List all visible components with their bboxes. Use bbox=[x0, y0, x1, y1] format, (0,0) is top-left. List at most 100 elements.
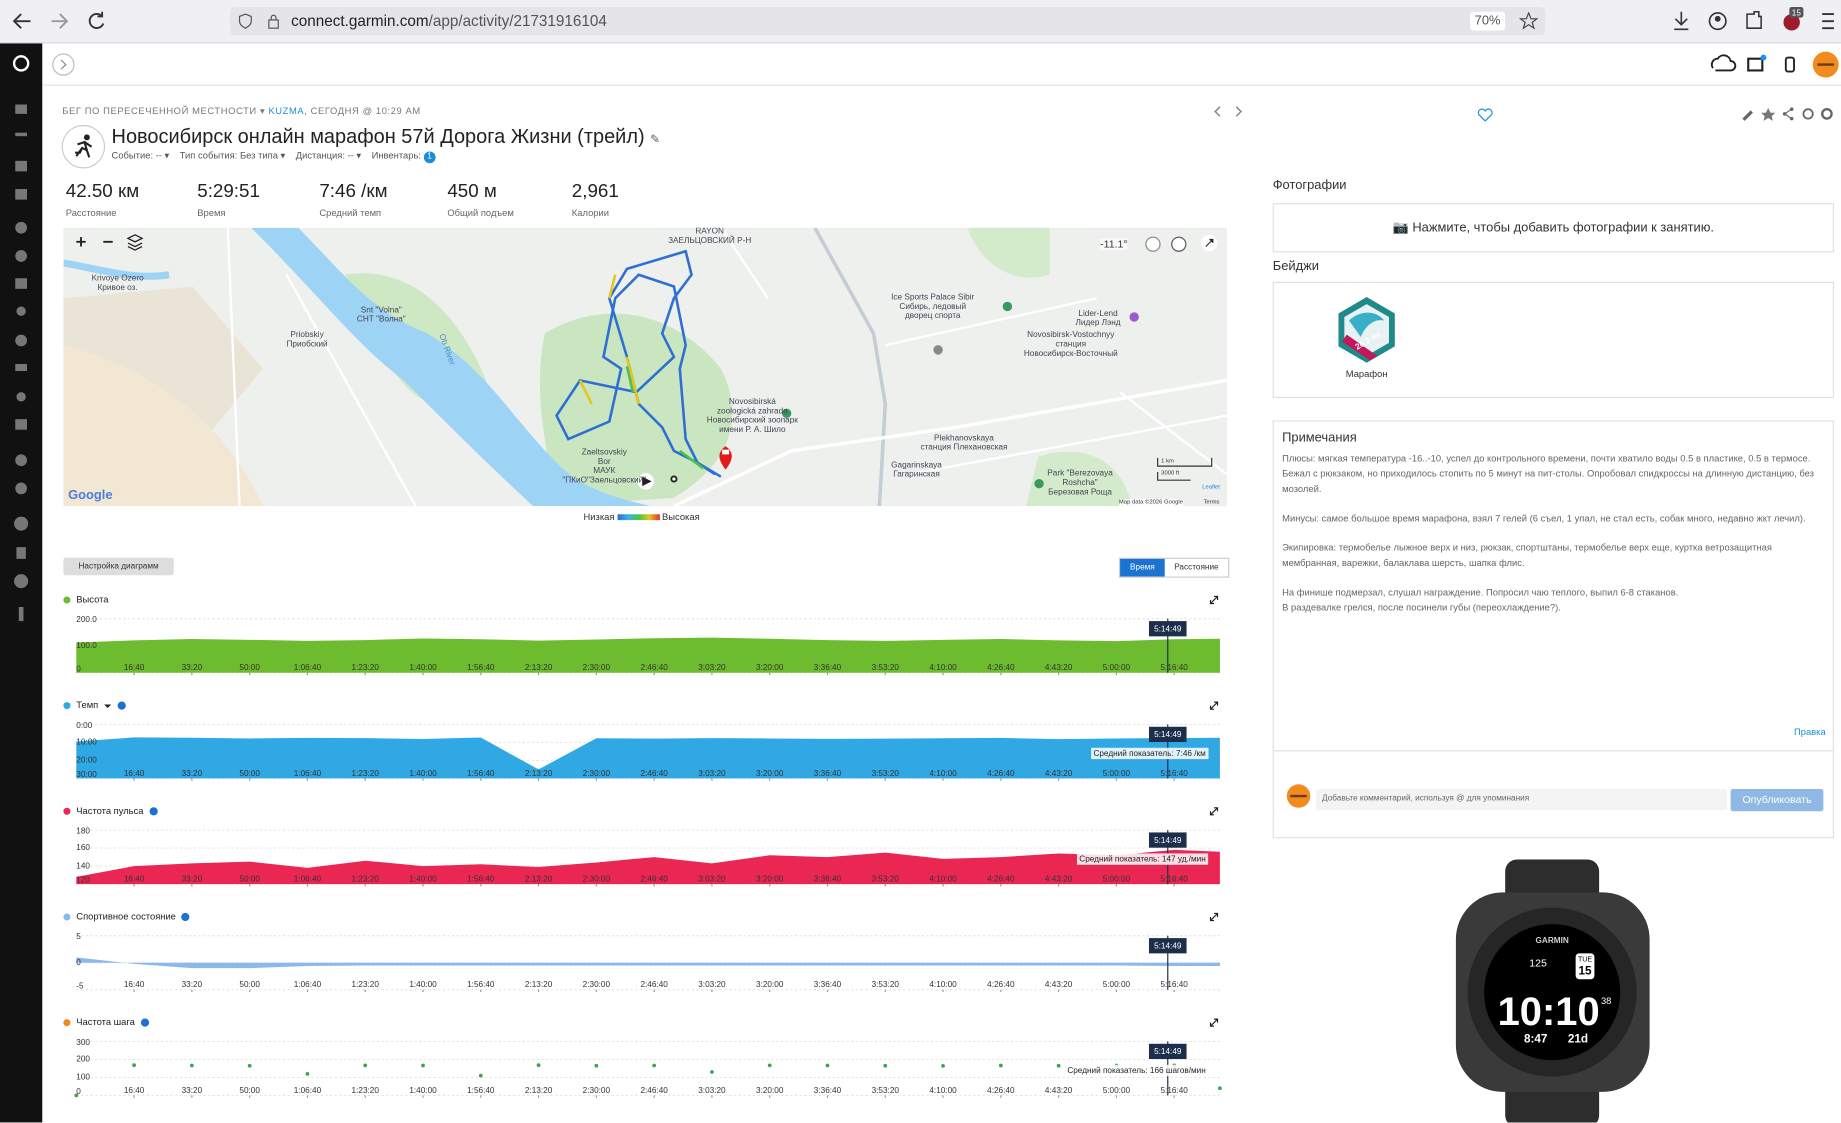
x-tick-label: 50:00 bbox=[239, 663, 260, 672]
dropdown-arrow[interactable] bbox=[104, 704, 112, 708]
map-temperature: -11.1° bbox=[1100, 238, 1128, 251]
stat-label: Время bbox=[197, 207, 226, 219]
note-paragraph: На финише подмерзал, слушал награждение.… bbox=[1282, 587, 1679, 613]
data-point bbox=[1056, 1063, 1061, 1068]
cursor-box bbox=[1148, 621, 1187, 637]
x-tick-label: 1:06:40 bbox=[294, 875, 322, 884]
sidebar-icons[interactable] bbox=[0, 43, 42, 1122]
stat: 5:29:51 Время bbox=[197, 182, 260, 218]
gear-count[interactable]: 1 bbox=[423, 151, 436, 164]
app-sidebar bbox=[0, 43, 43, 1123]
data-point bbox=[767, 1063, 772, 1068]
x-tick-label: 2:46:40 bbox=[640, 663, 668, 672]
comment-input[interactable]: Добавьте комментарий, используя @ для уп… bbox=[1316, 788, 1728, 811]
route-map[interactable]: RAYON ЗАЕЛЬЦОВСКИЙ Р-Н Krivoye Ozero Крив… bbox=[63, 227, 1227, 507]
y-tick-label: 0 bbox=[76, 664, 81, 673]
notes-text: Плюсы: мягкая температура -16..-10, успе… bbox=[1282, 451, 1824, 629]
like-button[interactable] bbox=[1477, 108, 1493, 122]
help-icon[interactable] bbox=[140, 1018, 150, 1027]
user-link[interactable]: KUZMA bbox=[268, 105, 305, 117]
address-bar[interactable]: connect.garmin.com/app/activity/21731916… bbox=[230, 7, 1546, 36]
leaflet-link[interactable]: Leaflet bbox=[1202, 483, 1220, 491]
average-label: Средний показатель: 7:46 /км bbox=[1093, 749, 1206, 758]
data-point bbox=[536, 1063, 541, 1068]
help-icon[interactable] bbox=[149, 807, 158, 816]
expand-icon[interactable] bbox=[1209, 912, 1219, 922]
data-point bbox=[941, 1064, 945, 1068]
map-scale-km: 1 km bbox=[1161, 457, 1174, 465]
data-point bbox=[652, 1063, 657, 1068]
expand-icon[interactable] bbox=[1209, 701, 1219, 710]
back-button[interactable] bbox=[12, 13, 31, 29]
expand-icon[interactable] bbox=[1209, 1018, 1219, 1027]
axis-toggle: Время Расстояние bbox=[1118, 557, 1230, 578]
stat-label: Калории bbox=[571, 207, 610, 219]
toggle-time[interactable]: Время bbox=[1120, 558, 1165, 577]
map-label: RAYON ЗАЕЛЬЦОВСКИЙ Р-Н bbox=[668, 227, 752, 246]
y-tick-label: 100 bbox=[76, 1073, 90, 1082]
x-tick-label: 2:13:20 bbox=[525, 875, 553, 884]
chart-title: Частота шага bbox=[76, 1016, 135, 1027]
reload-button[interactable] bbox=[88, 11, 105, 29]
x-tick-label: 2:30:00 bbox=[583, 663, 611, 672]
series-area bbox=[76, 849, 1220, 885]
browser-actions[interactable]: 15 bbox=[1667, 0, 1841, 42]
x-tick-label: 2:46:40 bbox=[640, 769, 668, 778]
url-path: /app/activity/21731916104 bbox=[428, 11, 607, 30]
chart-settings-button[interactable]: Настройка диаграмм bbox=[63, 557, 174, 576]
map-terms[interactable]: Terms bbox=[1203, 498, 1220, 507]
help-icon[interactable] bbox=[117, 701, 126, 710]
expand-icon[interactable] bbox=[1209, 807, 1219, 816]
activity-actions[interactable] bbox=[1740, 106, 1834, 122]
x-tick-label: 1:40:00 bbox=[409, 875, 437, 884]
header-icons[interactable] bbox=[1707, 48, 1841, 81]
y-tick-label: 140 bbox=[76, 861, 90, 870]
activity-pager[interactable] bbox=[1209, 103, 1247, 119]
bookmark-star[interactable] bbox=[1519, 11, 1539, 31]
toggle-distance[interactable]: Расстояние bbox=[1174, 563, 1219, 572]
stat-label: Средний темп bbox=[319, 207, 382, 219]
meta-course[interactable]: Дистанция: -- bbox=[295, 150, 354, 161]
watch-day: TUE bbox=[1578, 957, 1592, 964]
marathon-badge[interactable]: 26.2 mi bbox=[1335, 295, 1398, 365]
x-tick-label: 4:26:40 bbox=[987, 1086, 1015, 1095]
expand-icon[interactable] bbox=[1209, 595, 1219, 605]
add-photos[interactable]: 📷 Нажмите, чтобы добавить фотографии к з… bbox=[1272, 203, 1834, 253]
x-tick-label: 4:43:20 bbox=[1045, 769, 1073, 778]
nav-buttons[interactable] bbox=[0, 0, 223, 42]
map-controls[interactable] bbox=[76, 234, 1218, 252]
meta-event[interactable]: Событие: -- bbox=[111, 150, 162, 161]
x-tick-label: 4:26:40 bbox=[987, 875, 1015, 884]
stat: 450 м Общий подъем bbox=[447, 182, 513, 218]
activity-type[interactable]: БЕГ ПО ПЕРЕСЕЧЕННОЙ МЕСТНОСТИ bbox=[62, 105, 257, 117]
activity-title[interactable]: Новосибирск онлайн марафон 57й Дорога Жи… bbox=[111, 125, 661, 148]
y-tick-label: 30:00 bbox=[76, 770, 97, 779]
publish-button[interactable]: Опубликовать bbox=[1730, 788, 1824, 812]
series-dot bbox=[63, 1019, 71, 1027]
x-tick-label: 1:06:40 bbox=[294, 663, 322, 672]
x-tick-label: 3:53:20 bbox=[872, 875, 900, 884]
note-paragraph: Плюсы: мягкая температура -16..-10, успе… bbox=[1282, 453, 1814, 495]
activity-title-text: Новосибирск онлайн марафон 57й Дорога Жи… bbox=[111, 125, 645, 148]
note-paragraph: Минусы: самое большое время марафона, вз… bbox=[1282, 513, 1806, 524]
stat-value: 5:29:51 bbox=[197, 181, 260, 202]
map-label: Priobskiy Приобский bbox=[286, 331, 328, 349]
chart-title: Темп bbox=[76, 699, 98, 710]
meta-event-type[interactable]: Тип события: Без типа bbox=[179, 150, 278, 161]
edit-notes[interactable]: Правка bbox=[1793, 726, 1826, 738]
cursor-box bbox=[1148, 938, 1187, 954]
average-label: Средний показатель: 166 шагов/мин bbox=[1067, 1066, 1205, 1075]
zoom-level[interactable]: 70% bbox=[1469, 11, 1506, 31]
data-point bbox=[363, 1063, 368, 1068]
chart-title: Частота пульса bbox=[76, 805, 144, 816]
forward-button[interactable] bbox=[51, 13, 69, 29]
stat-value: 450 м bbox=[447, 181, 497, 202]
x-tick-label: 2:46:40 bbox=[640, 875, 668, 884]
x-tick-label: 5:00:00 bbox=[1103, 663, 1131, 672]
x-tick-label: 1:06:40 bbox=[294, 980, 322, 989]
expand-sidebar[interactable] bbox=[52, 53, 75, 76]
help-icon[interactable] bbox=[181, 912, 190, 922]
map-scale-ft: 3000 ft bbox=[1161, 469, 1180, 477]
meta-gear[interactable]: Инвентарь: bbox=[371, 150, 421, 161]
cursor-label: 5:14:49 bbox=[1154, 941, 1182, 950]
